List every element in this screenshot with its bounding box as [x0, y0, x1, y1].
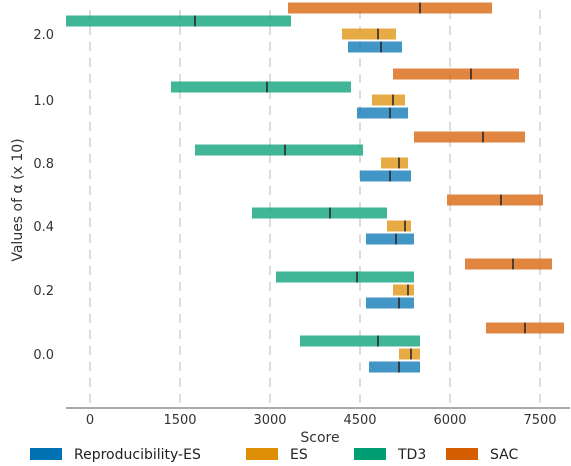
legend-swatch	[30, 448, 62, 460]
interval-bar	[393, 68, 519, 80]
x-axis-title: Score	[300, 430, 339, 446]
interval-bar	[465, 258, 552, 270]
interval-bar	[372, 94, 405, 106]
interval-bar	[195, 144, 363, 156]
interval-bar	[369, 361, 420, 373]
y-tick-label: 0.2	[33, 284, 54, 299]
legend-swatch	[246, 448, 278, 460]
interval-bar	[276, 271, 414, 283]
x-tick-label: 3000	[253, 413, 286, 428]
y-tick-label: 1.0	[33, 94, 54, 109]
legend-label: SAC	[490, 447, 518, 463]
interval-bar	[399, 348, 420, 360]
x-tick-label: 0	[86, 413, 94, 428]
interval-bar	[387, 220, 411, 232]
interval-bar	[171, 81, 351, 93]
y-tick-label: 0.8	[33, 157, 54, 172]
interval-bar	[300, 335, 420, 347]
interval-bar	[66, 15, 291, 27]
x-tick-label: 7500	[523, 413, 556, 428]
x-tick-label: 6000	[433, 413, 466, 428]
interval-bar	[252, 207, 387, 219]
legend: Reproducibility-ES ES TD3 SAC	[30, 447, 518, 463]
interval-bar	[447, 194, 543, 206]
y-axis-title: Values of α (x 10)	[10, 138, 26, 261]
interval-bar	[414, 131, 525, 143]
interval-bar	[342, 28, 396, 40]
x-tick-label: 1500	[163, 413, 196, 428]
interval-bar	[348, 41, 402, 53]
y-tick-label: 0.0	[33, 348, 54, 363]
interval-bars	[66, 2, 564, 373]
legend-label: TD3	[397, 447, 426, 463]
interval-bar	[393, 284, 414, 296]
interval-bar	[288, 2, 492, 14]
legend-swatch	[354, 448, 386, 460]
y-tick-label: 2.0	[33, 28, 54, 43]
interval-bar	[381, 157, 408, 169]
interval-bar	[366, 233, 414, 245]
y-tick-label: 0.4	[33, 220, 54, 235]
legend-label: ES	[290, 447, 308, 463]
legend-swatch	[446, 448, 478, 460]
interval-bar	[357, 107, 408, 119]
interval-bar	[366, 297, 414, 309]
interval-bar	[360, 170, 411, 182]
legend-label: Reproducibility-ES	[74, 447, 201, 463]
axes: 0 1500 3000 4500 6000 7500 2.0 1.0 0.8 0.4 0.2 0.0	[33, 28, 570, 428]
x-tick-label: 4500	[343, 413, 376, 428]
